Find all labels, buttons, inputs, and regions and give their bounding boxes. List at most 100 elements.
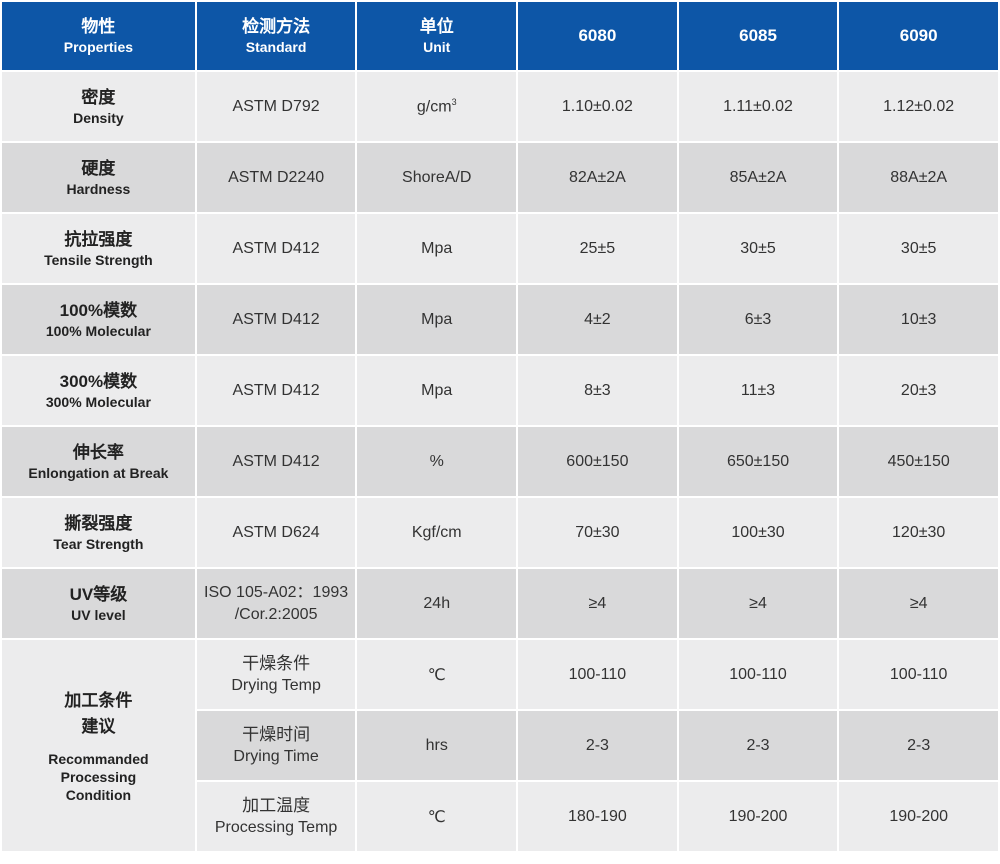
header-grade-6080: 6080 <box>518 2 677 70</box>
table-row-density: 密度 Density ASTM D792 g/cm3 1.10±0.02 1.1… <box>2 72 998 141</box>
table-row-processing-temp: 加工温度 Processing Temp ℃ 180-190 190-200 1… <box>2 782 998 851</box>
grade-6090: 6090 <box>899 26 938 45</box>
value-6090: 1.12±0.02 <box>839 72 998 141</box>
standard-cell: ASTM D412 <box>196 427 356 496</box>
grade-6085: 6085 <box>739 26 777 45</box>
sub-property-cell: 加工温度 Processing Temp <box>196 782 356 851</box>
value-6090: 20±3 <box>839 356 998 425</box>
value-6080: 25±5 <box>518 214 677 283</box>
property-en: Tear Strength <box>53 535 144 552</box>
table-row-tensile-strength: 抗拉强度 Tensile Strength ASTM D412 Mpa 25±5… <box>2 214 998 283</box>
property-en: 300% Molecular <box>45 393 151 410</box>
value-6080: 100-110 <box>518 640 677 709</box>
unit-cell: Mpa <box>357 356 517 425</box>
table-row-tear-strength: 撕裂强度 Tear Strength ASTM D624 Kgf/cm 70±3… <box>2 498 998 567</box>
property-en: 100% Molecular <box>45 322 151 339</box>
processing-en-line-3: Condition <box>65 786 132 803</box>
value-6085: 11±3 <box>678 356 838 425</box>
header-row: 物性 Properties 检测方法 Standard 单位 Unit 6080… <box>2 2 998 70</box>
value-6080: 600±150 <box>518 427 677 496</box>
standard-cell: ISO 105-A02：1993 /Cor.2:2005 <box>196 569 356 638</box>
property-zh: UV等级 <box>69 584 128 604</box>
property-cell: 300%模数 300% Molecular <box>2 356 195 425</box>
value-6080: 180-190 <box>518 782 677 851</box>
header-unit: 单位 Unit <box>357 2 517 70</box>
unit-cell: Mpa <box>357 285 517 354</box>
standard-cell: ASTM D624 <box>196 498 356 567</box>
header-properties-zh: 物性 <box>81 17 116 36</box>
table-row-hardness: 硬度 Hardness ASTM D2240 ShoreA/D 82A±2A 8… <box>2 143 998 212</box>
property-cell: 伸长率 Enlongation at Break <box>2 427 195 496</box>
header-unit-zh: 单位 <box>419 17 454 36</box>
standard-cell: ASTM D412 <box>196 285 356 354</box>
sub-property-zh: 加工温度 <box>242 795 311 815</box>
unit-cell: 24h <box>357 569 517 638</box>
property-zh: 伸长率 <box>72 442 124 462</box>
value-6080: 4±2 <box>518 285 677 354</box>
header-unit-en: Unit <box>423 39 451 55</box>
value-6080: ≥4 <box>518 569 677 638</box>
value-6080: 1.10±0.02 <box>518 72 677 141</box>
property-en: Tensile Strength <box>44 251 153 268</box>
standard-cell: ASTM D792 <box>196 72 356 141</box>
sub-property-en: Processing Temp <box>214 818 338 836</box>
grade-6080: 6080 <box>578 26 617 45</box>
property-en: Density <box>73 109 124 126</box>
unit-cell: Kgf/cm <box>357 498 517 567</box>
value-6085: 6±3 <box>678 285 838 354</box>
standard-cell: ASTM D412 <box>196 356 356 425</box>
value-6085: 190-200 <box>678 782 838 851</box>
table-row-100-modulus: 100%模数 100% Molecular ASTM D412 Mpa 4±2 … <box>2 285 998 354</box>
standard-line-2: /Cor.2:2005 <box>234 605 318 623</box>
value-6085: 30±5 <box>678 214 838 283</box>
sub-property-cell: 干燥时间 Drying Time <box>196 711 356 780</box>
property-en: Enlongation at Break <box>28 464 169 481</box>
processing-en-line-1: Recommanded <box>48 750 149 767</box>
sub-property-en: Drying Temp <box>231 676 321 694</box>
processing-zh-line-1: 加工条件 <box>64 690 133 710</box>
header-standard-zh: 检测方法 <box>242 17 311 36</box>
unit-base: g/cm <box>416 98 452 116</box>
header-grade-6090: 6090 <box>839 2 998 70</box>
standard-line-1: ISO 105-A02：1993 <box>204 583 349 601</box>
standard-cell: ASTM D412 <box>196 214 356 283</box>
value-6090: ≥4 <box>839 569 998 638</box>
table-row-drying-temp: 加工条件 建议 Recommanded Processing Condition… <box>2 640 998 851</box>
property-zh: 100%模数 <box>59 300 138 320</box>
value-6085: 100±30 <box>678 498 838 567</box>
value-6090: 450±150 <box>839 427 998 496</box>
value-6085: 650±150 <box>678 427 838 496</box>
property-zh: 密度 <box>81 87 116 107</box>
unit-cell: ℃ <box>357 640 517 709</box>
value-6080: 82A±2A <box>518 143 677 212</box>
value-6090: 120±30 <box>839 498 998 567</box>
property-zh: 300%模数 <box>59 371 138 391</box>
header-properties-en: Properties <box>63 39 134 55</box>
value-6085: 1.11±0.02 <box>678 72 838 141</box>
value-6090: 190-200 <box>839 782 998 851</box>
standard-cell: ASTM D2240 <box>196 143 356 212</box>
header-grade-6085: 6085 <box>678 2 838 70</box>
unit-cell: hrs <box>357 711 517 780</box>
sub-property-en: Drying Time <box>233 747 319 765</box>
value-6085: 100-110 <box>678 640 838 709</box>
table-row-uv-level: UV等级 UV level ISO 105-A02：1993 /Cor.2:20… <box>2 569 998 638</box>
processing-zh-line-2: 建议 <box>81 716 116 736</box>
value-6085: 85A±2A <box>678 143 838 212</box>
unit-cell: g/cm3 <box>357 72 517 141</box>
value-6080: 70±30 <box>518 498 677 567</box>
property-cell: 100%模数 100% Molecular <box>2 285 195 354</box>
property-cell: 撕裂强度 Tear Strength <box>2 498 195 567</box>
header-standard: 检测方法 Standard <box>196 2 356 70</box>
property-en: Hardness <box>66 180 131 197</box>
value-6085: ≥4 <box>678 569 838 638</box>
processing-en-line-2: Processing <box>60 768 137 785</box>
unit-cell: Mpa <box>357 214 517 283</box>
property-cell: UV等级 UV level <box>2 569 195 638</box>
value-6080: 8±3 <box>518 356 677 425</box>
property-en: UV level <box>71 606 126 623</box>
property-zh: 抗拉强度 <box>64 229 133 249</box>
property-zh: 撕裂强度 <box>64 513 133 533</box>
value-6090: 88A±2A <box>839 143 998 212</box>
sub-property-cell: 干燥条件 Drying Temp <box>196 640 356 709</box>
